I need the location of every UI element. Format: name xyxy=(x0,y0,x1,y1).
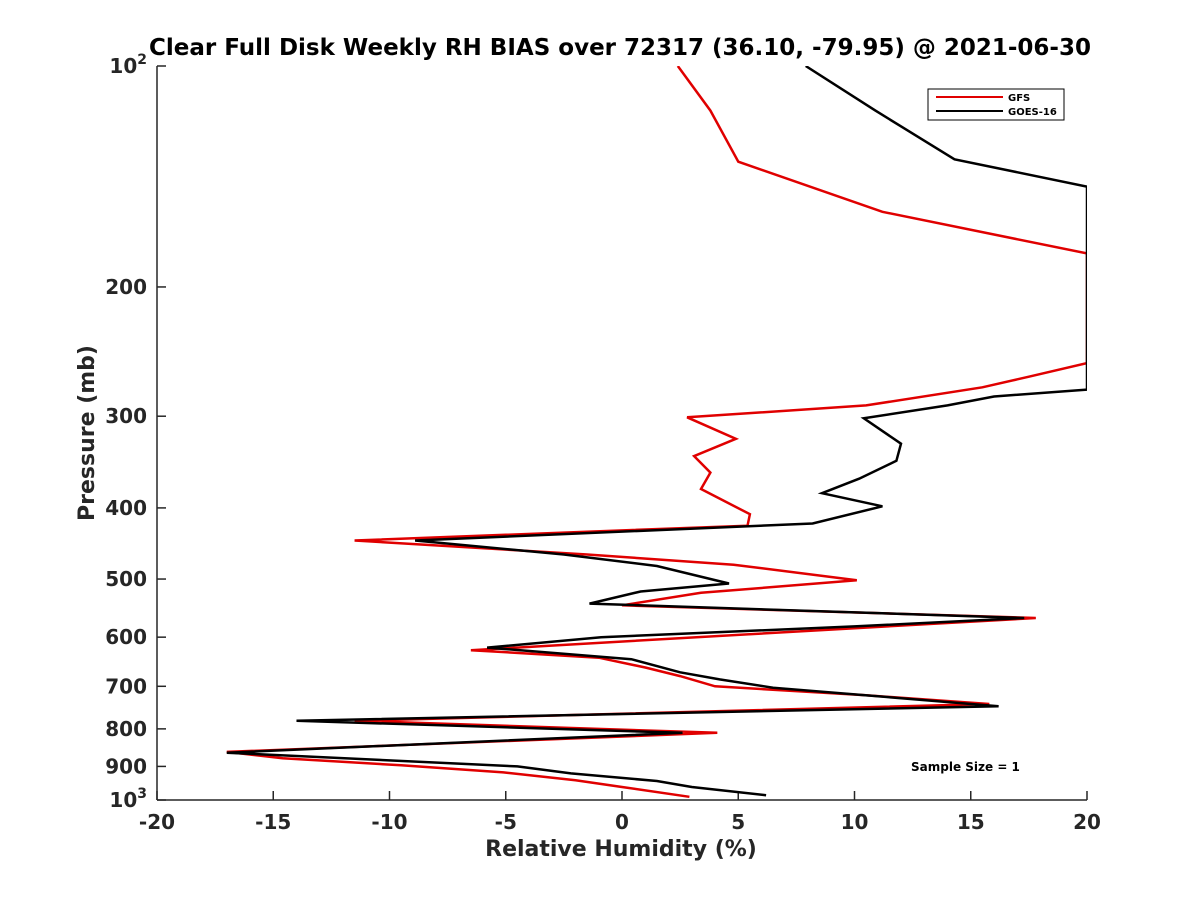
x-tick-label: 15 xyxy=(957,810,985,834)
x-axis-label: Relative Humidity (%) xyxy=(485,837,757,862)
x-tick-label: -15 xyxy=(255,810,291,834)
x-tick-label: 10 xyxy=(841,810,869,834)
x-tick-label: 5 xyxy=(731,810,745,834)
x-ticks: -20 -15 -10 -5 0 5 10 15 20 xyxy=(139,791,1101,834)
x-tick-label: -10 xyxy=(371,810,407,834)
legend: GFS GOES-16 xyxy=(927,88,1065,121)
legend-label-goes16: GOES-16 xyxy=(1008,107,1057,118)
y-tick-label: 900 xyxy=(105,754,147,778)
y-tick-label: 200 xyxy=(105,275,147,299)
y-tick-label: 102 xyxy=(109,52,147,78)
plot-area: -20 -15 -10 -5 0 5 10 15 20 102 200 300 400 500 600 70… xyxy=(105,52,1101,834)
legend-box xyxy=(927,88,1065,121)
series-layer xyxy=(226,66,1087,799)
legend-label-gfs: GFS xyxy=(1008,93,1030,104)
x-tick-label: -5 xyxy=(495,810,517,834)
y-tick-label: 600 xyxy=(105,625,147,649)
y-tick-label: 103 xyxy=(109,786,147,812)
y-tick-label: 300 xyxy=(105,404,147,428)
x-tick-label: -20 xyxy=(139,810,175,834)
y-ticks: 102 200 300 400 500 600 700 800 900 103 xyxy=(105,52,166,812)
x-tick-label: 0 xyxy=(615,810,629,834)
y-tick-label: 800 xyxy=(105,717,147,741)
sample-size-annotation: Sample Size = 1 xyxy=(911,760,1020,774)
chart-title: Clear Full Disk Weekly RH BIAS over 7231… xyxy=(149,35,1091,61)
series-line-goes16 xyxy=(226,66,1087,797)
y-tick-label: 500 xyxy=(105,567,147,591)
x-tick-label: 20 xyxy=(1073,810,1101,834)
y-tick-label: 700 xyxy=(105,674,147,698)
y-tick-label: 400 xyxy=(105,496,147,520)
y-axis-label: Pressure (mb) xyxy=(75,345,100,521)
